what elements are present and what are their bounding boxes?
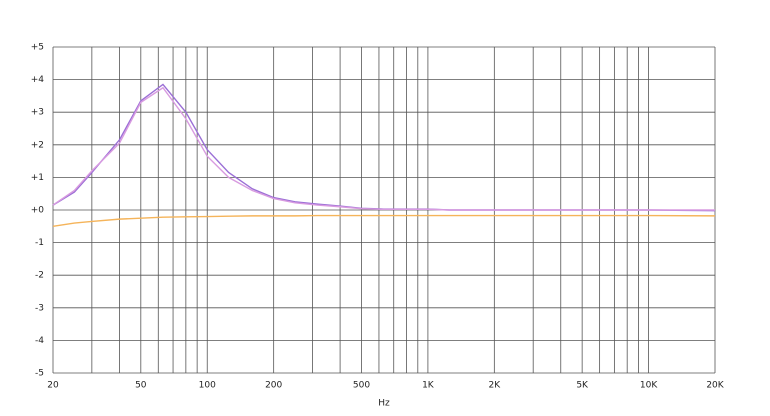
y-tick-label: -4 bbox=[35, 336, 44, 346]
y-tick-label: -2 bbox=[35, 271, 44, 281]
y-tick-label: -1 bbox=[35, 238, 44, 248]
y-tick-label: -5 bbox=[35, 369, 44, 379]
x-tick-label: 50 bbox=[135, 381, 147, 391]
x-tick-label: 20 bbox=[47, 381, 59, 391]
y-tick-label: +5 bbox=[31, 43, 44, 53]
x-tick-label: 1K bbox=[422, 381, 435, 391]
y-tick-label: +3 bbox=[31, 108, 44, 118]
x-tick-label: 20K bbox=[706, 381, 724, 391]
y-tick-label: +2 bbox=[31, 140, 44, 150]
x-tick-label: 200 bbox=[265, 381, 282, 391]
y-tick-label: +0 bbox=[31, 206, 45, 216]
x-tick-label: 5K bbox=[576, 381, 589, 391]
y-tick-label: +4 bbox=[31, 75, 45, 85]
series-line bbox=[52, 86, 715, 211]
x-tick-label: 500 bbox=[353, 381, 370, 391]
y-tick-label: -3 bbox=[35, 303, 44, 313]
x-tick-label: 100 bbox=[199, 381, 216, 391]
x-tick-label: 2K bbox=[489, 381, 502, 391]
x-tick-label: 10K bbox=[640, 381, 658, 391]
y-tick-label: +1 bbox=[31, 173, 44, 183]
x-axis-label: Hz bbox=[378, 399, 390, 409]
series-line bbox=[52, 83, 716, 212]
series-line bbox=[52, 214, 716, 227]
